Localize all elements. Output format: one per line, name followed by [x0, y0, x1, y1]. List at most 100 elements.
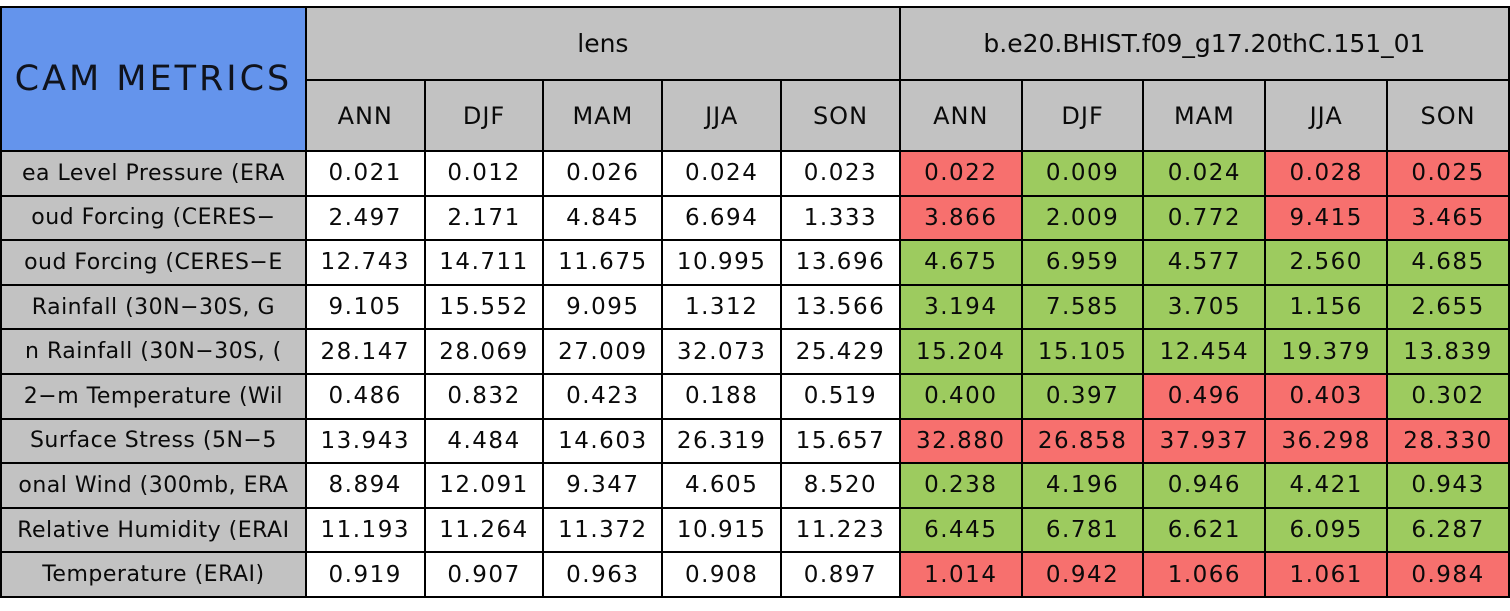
- model-value-cell: 0.496: [1142, 372, 1267, 420]
- model-value-cell: 2.009: [1020, 194, 1145, 242]
- model-value-cell: 0.946: [1142, 462, 1267, 509]
- lens-value-cell: 0.026: [542, 150, 664, 197]
- model-value-cell: 6.095: [1264, 506, 1389, 554]
- row-label: onal Wind (300mb, ERA: [0, 462, 307, 509]
- lens-value-cell: 11.372: [542, 506, 664, 554]
- table-row: Relative Humidity (ERAI 11.193 11.264 11.37…: [0, 506, 1510, 554]
- lens-value-cell: 13.696: [780, 239, 901, 286]
- season-header-lens-ann: ANN: [304, 79, 426, 152]
- lens-value-cell: 0.188: [661, 372, 783, 420]
- lens-value-cell: 26.319: [661, 417, 783, 465]
- season-header-model-mam: MAM: [1142, 79, 1267, 152]
- season-header-model-son: SON: [1386, 79, 1510, 152]
- model-value-cell: 0.943: [1386, 462, 1510, 509]
- group-header-row: CAM METRICS lens b.e20.BHIST.f09_g17.20t…: [0, 6, 1510, 152]
- model-value-cell: 0.028: [1264, 150, 1389, 197]
- row-label: oud Forcing (CERES−: [0, 194, 307, 242]
- lens-value-cell: 4.605: [661, 462, 783, 509]
- row-label: Temperature (ERAI): [0, 551, 307, 598]
- model-value-cell: 0.772: [1142, 194, 1267, 242]
- model-value-cell: 0.024: [1142, 150, 1267, 197]
- season-header-lens-djf: DJF: [423, 79, 545, 152]
- row-label: oud Forcing (CERES−E: [0, 239, 307, 286]
- season-header-lens-mam: MAM: [542, 79, 664, 152]
- lens-value-cell: 9.347: [542, 462, 664, 509]
- lens-value-cell: 14.603: [542, 417, 664, 465]
- lens-value-cell: 9.105: [304, 283, 426, 331]
- table-row: oud Forcing (CERES− 2.497 2.171 4.845 6.694 1…: [0, 194, 1510, 242]
- model-value-cell: 4.685: [1386, 239, 1510, 286]
- model-value-cell: 15.204: [898, 328, 1023, 375]
- season-header-lens-jja: JJA: [661, 79, 783, 152]
- lens-value-cell: 0.486: [304, 372, 426, 420]
- model-value-cell: 32.880: [898, 417, 1023, 465]
- lens-value-cell: 27.009: [542, 328, 664, 375]
- lens-value-cell: 9.095: [542, 283, 664, 331]
- model-value-cell: 37.937: [1142, 417, 1267, 465]
- model-value-cell: 4.421: [1264, 462, 1389, 509]
- lens-value-cell: 11.264: [423, 506, 545, 554]
- lens-value-cell: 0.023: [780, 150, 901, 197]
- lens-value-cell: 0.832: [423, 372, 545, 420]
- model-value-cell: 0.942: [1020, 551, 1145, 598]
- lens-value-cell: 13.943: [304, 417, 426, 465]
- season-header-lens-son: SON: [780, 79, 901, 152]
- model-value-cell: 3.705: [1142, 283, 1267, 331]
- model-value-cell: 0.400: [898, 372, 1023, 420]
- model-value-cell: 15.105: [1020, 328, 1145, 375]
- lens-value-cell: 0.012: [423, 150, 545, 197]
- row-label: Rainfall (30N−30S, G: [0, 283, 307, 331]
- model-value-cell: 1.066: [1142, 551, 1267, 598]
- table-row: Surface Stress (5N−5 13.943 4.484 14.603 26.…: [0, 417, 1510, 465]
- season-header-model-djf: DJF: [1020, 79, 1145, 152]
- lens-value-cell: 0.919: [304, 551, 426, 598]
- model-value-cell: 1.061: [1264, 551, 1389, 598]
- row-label: n Rainfall (30N−30S, (: [0, 328, 307, 375]
- model-value-cell: 12.454: [1142, 328, 1267, 375]
- lens-value-cell: 13.566: [780, 283, 901, 331]
- lens-value-cell: 0.963: [542, 551, 664, 598]
- lens-value-cell: 8.520: [780, 462, 901, 509]
- lens-value-cell: 28.069: [423, 328, 545, 375]
- row-label: 2−m Temperature (Wil: [0, 372, 307, 420]
- season-header-model-ann: ANN: [898, 79, 1023, 152]
- model-value-cell: 0.009: [1020, 150, 1145, 197]
- lens-value-cell: 6.694: [661, 194, 783, 242]
- lens-value-cell: 12.743: [304, 239, 426, 286]
- model-value-cell: 6.959: [1020, 239, 1145, 286]
- lens-value-cell: 0.897: [780, 551, 901, 598]
- lens-value-cell: 8.894: [304, 462, 426, 509]
- model-value-cell: 2.560: [1264, 239, 1389, 286]
- lens-value-cell: 0.423: [542, 372, 664, 420]
- lens-value-cell: 15.657: [780, 417, 901, 465]
- model-value-cell: 3.194: [898, 283, 1023, 331]
- lens-value-cell: 11.675: [542, 239, 664, 286]
- row-label: Surface Stress (5N−5: [0, 417, 307, 465]
- model-value-cell: 0.022: [898, 150, 1023, 197]
- table-row: n Rainfall (30N−30S, (28.147 28.069 27.009…: [0, 328, 1510, 375]
- lens-value-cell: 28.147: [304, 328, 426, 375]
- table-row: ea Level Pressure (ERA 0.021 0.012 0.026 0.0…: [0, 150, 1510, 197]
- table-row: Rainfall (30N−30S, G 9.105 15.552 9.095 1.31…: [0, 283, 1510, 331]
- row-label: ea Level Pressure (ERA: [0, 150, 307, 197]
- lens-value-cell: 2.171: [423, 194, 545, 242]
- model-value-cell: 6.287: [1386, 506, 1510, 554]
- season-header-row: ANN DJF MAM JJA SON ANN DJF MAM JJA SON: [1, 79, 1510, 152]
- model-value-cell: 7.585: [1020, 283, 1145, 331]
- lens-value-cell: 14.711: [423, 239, 545, 286]
- model-value-cell: 19.379: [1264, 328, 1389, 375]
- lens-value-cell: 0.021: [304, 150, 426, 197]
- model-value-cell: 9.415: [1264, 194, 1389, 242]
- lens-value-cell: 1.333: [780, 194, 901, 242]
- lens-value-cell: 4.484: [423, 417, 545, 465]
- table-title: CAM METRICS: [0, 6, 307, 152]
- model-value-cell: 1.014: [898, 551, 1023, 598]
- model-value-cell: 4.577: [1142, 239, 1267, 286]
- lens-value-cell: 11.193: [304, 506, 426, 554]
- model-value-cell: 0.238: [898, 462, 1023, 509]
- group-header-model-case: b.e20.BHIST.f09_g17.20thC.151_01: [898, 6, 1510, 81]
- model-value-cell: 2.655: [1386, 283, 1510, 331]
- lens-value-cell: 15.552: [423, 283, 545, 331]
- model-value-cell: 0.025: [1386, 150, 1510, 197]
